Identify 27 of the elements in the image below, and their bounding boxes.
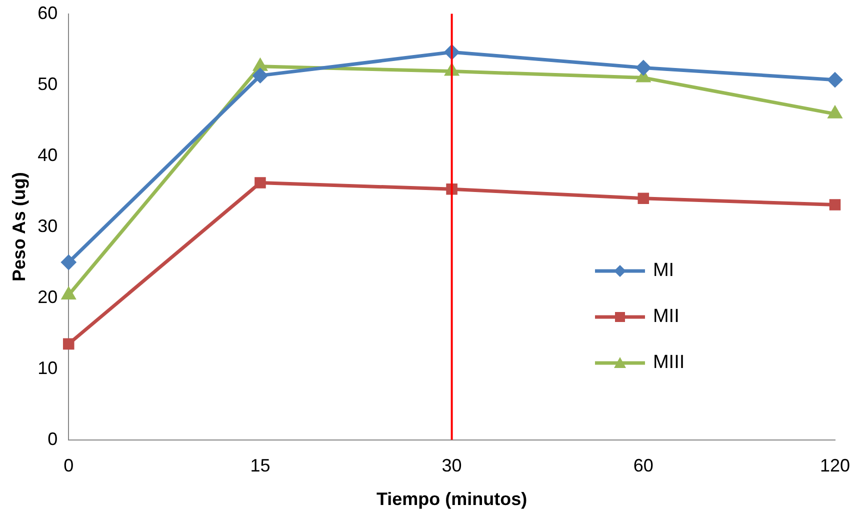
y-tick-label: 40 [38,144,58,165]
point [828,106,842,118]
point [638,192,650,204]
y-tick-label: 30 [38,216,58,236]
x-tick-label: 15 [250,456,270,476]
x-axis-title: Tiempo (minutos) [376,489,528,510]
point [254,177,266,188]
point [62,338,74,350]
y-tick-label: 20 [38,286,58,307]
point [829,199,841,210]
legend-label: MIII [652,352,685,374]
legend-label: MI [652,260,674,282]
point [61,255,76,270]
y-tick-label: 10 [38,358,58,378]
x-tick-label: 30 [442,456,462,476]
y-tick-label: 60 [38,2,58,23]
y-tick-label: 50 [38,74,58,94]
point [828,72,842,88]
point [636,60,651,76]
x-tick-label: 0 [64,456,74,476]
x-tick-label: 60 [633,456,654,476]
point [252,68,268,83]
y-axis-title: Peso As (ug) [8,172,29,282]
legend-label: MII [652,306,680,328]
y-tick-label: 0 [48,428,58,449]
point [254,59,267,71]
x-tick-label: 120 [820,456,850,476]
